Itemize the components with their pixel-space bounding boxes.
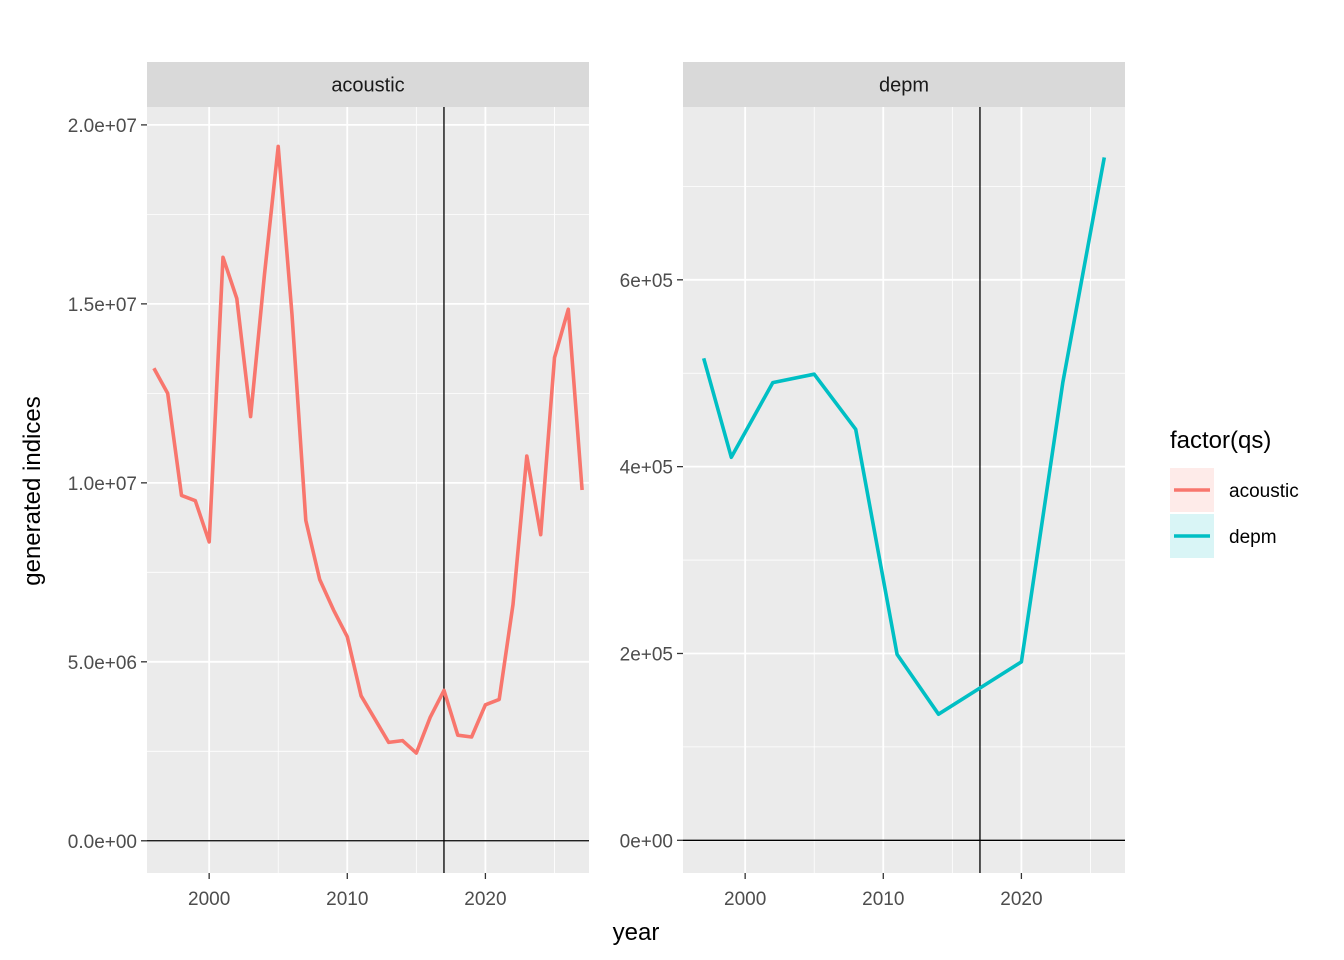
legend-label-depm: depm [1229,527,1277,548]
x-tick-label: 2020 [464,889,506,910]
strip-background [147,62,589,107]
y-tick-label: 2.0e+07 [68,116,137,137]
legend-item-acoustic: acoustic [1170,468,1299,512]
y-tick-label: 4e+05 [620,458,673,479]
strip-label-depm: depm [879,75,929,97]
panel-depm: depm 0e+00 2e+05 4e+05 6e+05 2000 2010 2020 [620,62,1125,910]
panel-background [683,107,1125,873]
panels: acoustic 0.0e+00 5.0e+06 1.0e+07 1.5e+07 2.0e… [68,62,1125,910]
y-tick-label: 1.0e+07 [68,474,137,495]
x-tick-label: 2000 [724,889,766,910]
legend-label-acoustic: acoustic [1229,481,1299,502]
x-tick-label: 2010 [326,889,368,910]
series-line-depm [701,157,1107,717]
y-tick-label: 1.5e+07 [68,295,137,316]
legend: factor(qs) acoustic depm [1170,427,1299,558]
x-tick-label: 2010 [862,889,904,910]
strip-background [683,62,1125,107]
legend-item-depm: depm [1170,514,1277,558]
x-axis-title: year [613,919,660,946]
strip-label-acoustic: acoustic [331,75,404,97]
panel-acoustic: acoustic 0.0e+00 5.0e+06 1.0e+07 1.5e+07 2.0e… [68,62,589,910]
y-tick-label: 0e+00 [620,831,673,852]
legend-title: factor(qs) [1170,427,1271,454]
series-line-acoustic [152,144,584,755]
y-tick-label: 0.0e+00 [68,832,137,853]
y-tick-label: 2e+05 [620,644,673,665]
y-tick-label: 6e+05 [620,271,673,292]
x-tick-label: 2020 [1000,889,1042,910]
panel-background [147,107,589,873]
y-axis-title: generated indices [19,396,46,585]
legend-items: acoustic depm [1170,468,1299,558]
x-tick-label: 2000 [188,889,230,910]
y-tick-label: 5.0e+06 [68,653,137,674]
